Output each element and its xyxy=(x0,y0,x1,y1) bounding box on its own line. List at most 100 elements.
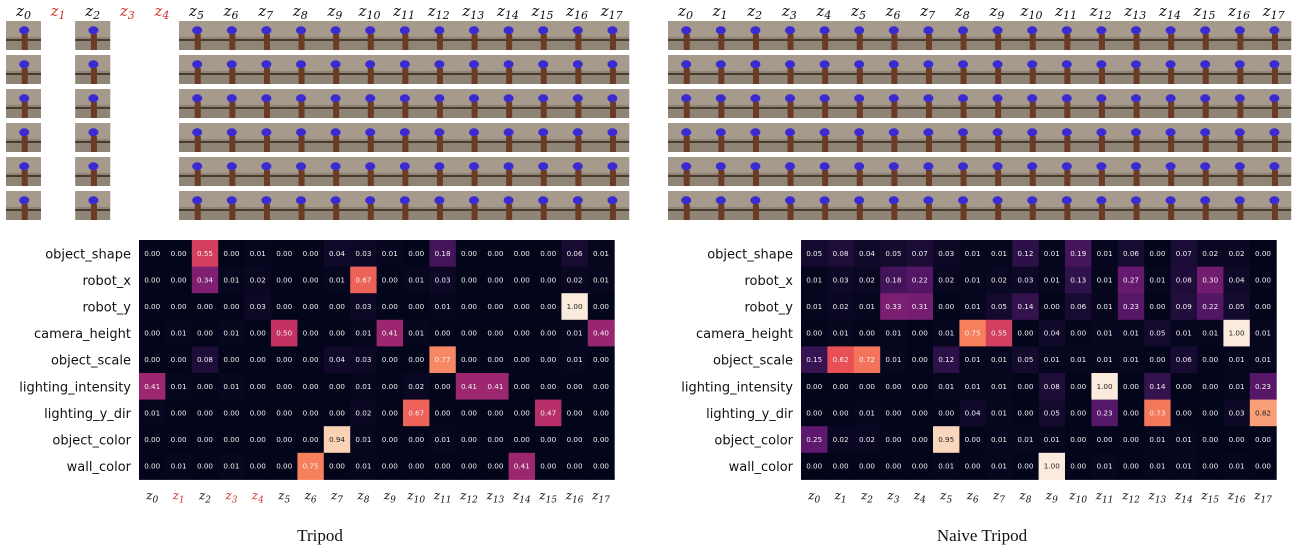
heatmap-cell xyxy=(1065,452,1092,480)
bottom-latent-label: z12 xyxy=(1121,488,1140,505)
traversal-thumbnail xyxy=(455,89,491,118)
cell-value-label: 0.01 xyxy=(593,249,609,258)
cell-value-label: 0.00 xyxy=(487,275,503,284)
heatmap-cell xyxy=(323,452,351,480)
top-latent-label: z3 xyxy=(781,2,797,22)
cell-value-label: 0.03 xyxy=(1229,408,1245,417)
heatmap-cell xyxy=(1038,373,1066,401)
heatmap-cell xyxy=(244,452,272,480)
cell-value-label: 0.00 xyxy=(329,329,345,338)
cell-value-label: 0.08 xyxy=(197,355,213,364)
cell-value-label: 0.00 xyxy=(197,462,213,471)
cell-value-label: 0.22 xyxy=(1202,302,1218,311)
cell-value-label: 0.14 xyxy=(1017,302,1033,311)
heatmap-cell xyxy=(1012,373,1040,401)
traversal-thumbnail xyxy=(317,123,353,152)
bottom-latent-label: z11 xyxy=(1095,488,1114,505)
cell-value-label: 0.73 xyxy=(1149,408,1165,417)
naive-tripod-panel: z0 z1 z2 z3 z4 z5 z6 z7 z8 z9 z10 z11 z12 z13 z14 z15 z1… xyxy=(662,0,1302,548)
heatmap-cell xyxy=(1197,240,1224,268)
cell-value-label: 0.00 xyxy=(487,329,503,338)
cell-value-label: 0.00 xyxy=(1149,249,1165,258)
bottom-latent-label: z15 xyxy=(538,488,557,505)
heatmap-cell xyxy=(959,346,987,374)
heatmap-cell xyxy=(191,293,219,321)
heatmap-cell xyxy=(1091,452,1119,480)
heatmap-cell xyxy=(165,266,193,294)
heatmap-cell xyxy=(1038,293,1066,321)
traversal-thumbnail xyxy=(944,123,980,152)
cell-value-label: 0.01 xyxy=(223,382,239,391)
heatmap-cell xyxy=(827,373,855,401)
cell-value-label: 0.02 xyxy=(1229,249,1245,258)
cell-value-label: 0.00 xyxy=(806,462,822,471)
traversal-thumbnail xyxy=(75,157,111,186)
traversal-thumbnail xyxy=(1152,21,1188,50)
heatmap-cell xyxy=(1012,319,1040,347)
traversal-thumbnail xyxy=(75,123,111,152)
cell-value-label: 0.03 xyxy=(435,275,451,284)
heatmap-cell xyxy=(959,452,987,480)
traversal-thumbnail xyxy=(944,157,980,186)
traversal-thumbnail xyxy=(841,157,876,186)
top-latent-label: z6 xyxy=(223,2,239,22)
traversal-thumbnail xyxy=(352,55,387,84)
heatmap-cell xyxy=(1197,452,1224,480)
bottom-latent-label: z9 xyxy=(1045,488,1058,505)
cell-value-label: 0.31 xyxy=(912,302,928,311)
cell-value-label: 0.01 xyxy=(991,462,1007,471)
traversal-thumbnail xyxy=(386,191,422,220)
cell-value-label: 0.01 xyxy=(408,329,424,338)
cell-value-label: 0.00 xyxy=(197,302,213,311)
heatmap-cell xyxy=(1197,319,1224,347)
cell-value-label: 0.00 xyxy=(487,355,503,364)
traversal-thumbnail xyxy=(282,89,318,118)
heatmap-cell xyxy=(403,293,430,321)
heatmap-cell xyxy=(906,266,934,294)
bottom-latent-label: z10 xyxy=(1068,488,1087,505)
traversal-thumbnail xyxy=(490,21,526,50)
cell-value-label: 1.00 xyxy=(1097,382,1113,391)
top-latent-label: z9 xyxy=(988,2,1004,22)
heatmap-cell xyxy=(1197,266,1224,294)
cell-value-label: 0.00 xyxy=(250,462,266,471)
traversal-thumbnail xyxy=(317,157,353,186)
cell-value-label: 0.01 xyxy=(1123,329,1139,338)
cell-value-label: 0.01 xyxy=(1097,249,1113,258)
heatmap-cell xyxy=(350,452,378,480)
heatmap-cell xyxy=(853,346,881,374)
traversal-thumbnail xyxy=(179,157,214,186)
traversal-thumbnail xyxy=(248,55,284,84)
heatmap-cell xyxy=(561,399,589,427)
heatmap-cell xyxy=(1038,346,1066,374)
traversal-thumbnail xyxy=(1117,55,1153,84)
top-latent-label: z5 xyxy=(188,2,204,22)
factor-label: wall_color xyxy=(67,460,132,475)
heatmap-cell xyxy=(139,240,166,268)
factor-label: robot_y xyxy=(744,301,793,316)
cell-value-label: 0.00 xyxy=(250,329,266,338)
traversal-thumbnail xyxy=(213,55,249,84)
cell-value-label: 0.00 xyxy=(885,435,901,444)
traversal-thumbnail xyxy=(771,89,807,118)
heatmap-cell xyxy=(535,266,562,294)
cell-value-label: 0.00 xyxy=(276,462,292,471)
traversal-thumbnail xyxy=(386,123,422,152)
heatmap-cell xyxy=(827,426,855,454)
bottom-latent-label: z1 xyxy=(172,488,185,505)
heatmap-cell xyxy=(561,293,589,321)
traversal-thumbnail xyxy=(1152,89,1188,118)
traversal-thumbnail xyxy=(1083,123,1119,152)
bottom-latent-label: z8 xyxy=(356,488,369,505)
cell-value-label: 0.00 xyxy=(303,275,319,284)
heatmap-cell xyxy=(244,346,272,374)
heatmap-cell xyxy=(218,346,246,374)
cell-value-label: 0.00 xyxy=(461,302,477,311)
traversal-thumbnail xyxy=(1256,89,1292,118)
heatmap-cell xyxy=(587,293,615,321)
traversal-thumbnail xyxy=(806,191,842,220)
traversal-thumbnail xyxy=(1152,55,1188,84)
cell-value-label: 0.00 xyxy=(540,249,556,258)
cell-value-label: 0.00 xyxy=(144,435,160,444)
cell-value-label: 0.00 xyxy=(487,462,503,471)
